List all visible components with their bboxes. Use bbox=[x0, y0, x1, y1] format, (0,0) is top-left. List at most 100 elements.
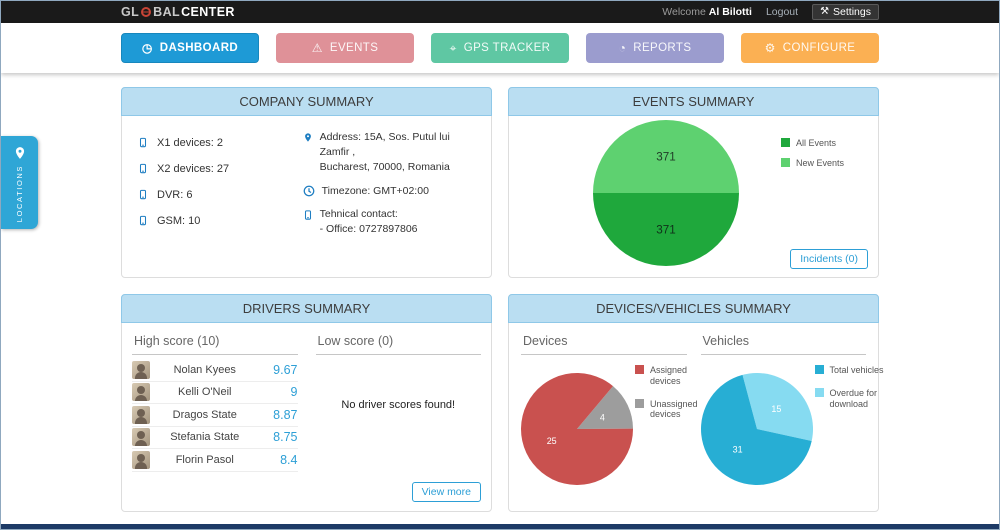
tab-configure[interactable]: ⚙ CONFIGURE bbox=[741, 33, 879, 63]
globe-icon bbox=[141, 7, 152, 17]
driver-score: 9.67 bbox=[273, 362, 298, 377]
welcome-text: Welcome Al Bilotti bbox=[662, 6, 752, 18]
user-name: Al Bilotti bbox=[708, 6, 752, 18]
legend-swatch bbox=[814, 365, 824, 374]
brand-text-mid: BAL bbox=[153, 5, 181, 19]
tab-gps-label: GPS TRACKER bbox=[463, 42, 551, 54]
tab-reports[interactable]: ◔ REPORTS bbox=[586, 33, 724, 63]
low-score-header: Low score (0) bbox=[315, 331, 481, 355]
top-bar: GL BAL CENTER Welcome Al Bilotti Logout … bbox=[1, 1, 999, 23]
legend-item-all-events: All Events bbox=[781, 138, 844, 149]
driver-name: Nolan Kyees bbox=[173, 363, 236, 376]
locations-side-tab[interactable]: LOCATIONS bbox=[1, 136, 38, 229]
mobile-device-icon bbox=[139, 137, 147, 148]
device-count-label: X2 devices: 27 bbox=[157, 162, 230, 175]
welcome-label: Welcome bbox=[662, 6, 706, 18]
events-legend: All Events New Events bbox=[781, 138, 844, 178]
tools-icon: ⚒ bbox=[820, 6, 830, 17]
driver-row[interactable]: Florin Pasol 8.4 bbox=[132, 449, 298, 472]
vehicles-section: Vehicles 15 31 Total vehicles Overdue for… bbox=[700, 331, 884, 485]
legend-swatch bbox=[635, 398, 644, 408]
driver-name: Florin Pasol bbox=[175, 453, 234, 466]
no-scores-message: No driver scores found! bbox=[341, 399, 456, 411]
driver-avatar bbox=[132, 383, 150, 402]
view-more-button[interactable]: View more bbox=[411, 482, 481, 502]
events-pie-chart: 371 371 bbox=[593, 120, 739, 266]
legend-item-total-vehicles: Total vehicles bbox=[814, 365, 888, 376]
events-summary-panel: EVENTS SUMMARY 371 371 All Events New Eve… bbox=[508, 87, 879, 278]
brand-text-pre: GL bbox=[121, 5, 140, 19]
driver-row[interactable]: Stefania State 8.75 bbox=[132, 427, 298, 449]
dashboard-icon: ◷ bbox=[141, 41, 153, 55]
topbar-user-area: Welcome Al Bilotti Logout ⚒ Settings bbox=[662, 4, 879, 20]
wrench-icon: ⚙ bbox=[764, 41, 776, 55]
legend-label: Total vehicles bbox=[829, 365, 884, 375]
settings-button[interactable]: ⚒ Settings bbox=[812, 4, 879, 20]
device-count-item: GSM: 10 bbox=[138, 208, 303, 234]
address-pin-icon bbox=[304, 133, 311, 142]
device-counts-list: X1 devices: 2 X2 devices: 27 DVR: 6 GSM:… bbox=[138, 130, 303, 245]
address-line-2: Bucharest, 70000, Romania bbox=[319, 161, 450, 174]
tab-dashboard-label: DASHBOARD bbox=[159, 42, 239, 54]
device-count-item: X2 devices: 27 bbox=[138, 156, 303, 182]
driver-row[interactable]: Kelli O'Neil 9 bbox=[132, 382, 298, 404]
settings-label: Settings bbox=[833, 6, 871, 18]
mobile-device-icon bbox=[139, 163, 147, 174]
main-nav: ◷ DASHBOARD ⚠ EVENTS ⌖ GPS TRACKER ◔ REP… bbox=[1, 23, 999, 73]
mobile-device-icon bbox=[139, 189, 147, 200]
driver-row[interactable]: Dragos State 8.87 bbox=[132, 404, 298, 427]
brand-logo: GL BAL CENTER bbox=[121, 5, 235, 19]
legend-label: All Events bbox=[796, 138, 837, 148]
tab-reports-label: REPORTS bbox=[633, 42, 692, 54]
svg-text:25: 25 bbox=[547, 436, 557, 446]
legend-item-overdue: Overdue for download bbox=[814, 387, 888, 410]
legend-swatch bbox=[781, 157, 790, 167]
legend-label: New Events bbox=[796, 157, 845, 168]
incidents-button[interactable]: Incidents (0) bbox=[790, 249, 868, 269]
legend-swatch bbox=[814, 387, 824, 397]
legend-item-new-events: New Events bbox=[781, 157, 845, 169]
device-count-item: X1 devices: 2 bbox=[138, 130, 303, 156]
driver-score: 8.75 bbox=[273, 430, 298, 445]
driver-avatar bbox=[132, 428, 150, 447]
legend-item-assigned: Assigned devices bbox=[635, 365, 708, 387]
location-pin-icon bbox=[15, 147, 24, 159]
bottom-accent-bar bbox=[1, 524, 999, 529]
device-count-label: X1 devices: 2 bbox=[157, 136, 224, 149]
high-score-header: High score (10) bbox=[132, 331, 298, 355]
tab-dashboard[interactable]: ◷ DASHBOARD bbox=[121, 33, 259, 63]
legend-label: Unassigned devices bbox=[650, 398, 698, 420]
legend-item-unassigned: Unassigned devices bbox=[635, 398, 708, 421]
legend-label: Overdue for download bbox=[829, 387, 878, 409]
gps-pin-icon: ⌖ bbox=[449, 41, 457, 55]
mobile-device-icon bbox=[139, 215, 147, 226]
low-score-column: Low score (0) No driver scores found! bbox=[315, 331, 481, 478]
company-info-list: Address: 15A, Sos. Putul lui Zamfir , Bu… bbox=[303, 130, 481, 245]
svg-text:31: 31 bbox=[732, 444, 742, 454]
timezone-text: Timezone: GMT+02:00 bbox=[321, 184, 429, 197]
devices-section: Devices 4 25 Assigned devices Unassigned … bbox=[521, 331, 698, 485]
company-summary-title: COMPANY SUMMARY bbox=[121, 87, 492, 116]
driver-score: 8.87 bbox=[273, 407, 298, 422]
tab-gps-tracker[interactable]: ⌖ GPS TRACKER bbox=[431, 33, 569, 63]
logout-link[interactable]: Logout bbox=[765, 6, 799, 18]
dashboard-content: COMPANY SUMMARY X1 devices: 2 X2 devices… bbox=[121, 87, 884, 512]
contact-line-1: Tehnical contact: bbox=[319, 207, 398, 220]
driver-name: Kelli O'Neil bbox=[178, 386, 232, 399]
address-line-1: Address: 15A, Sos. Putul lui Zamfir , bbox=[319, 131, 450, 159]
device-count-label: GSM: 10 bbox=[157, 214, 201, 227]
legend-label: Assigned devices bbox=[650, 365, 688, 386]
warning-icon: ⚠ bbox=[311, 41, 323, 55]
tab-events[interactable]: ⚠ EVENTS bbox=[276, 33, 414, 63]
driver-row[interactable]: Nolan Kyees 9.67 bbox=[132, 359, 298, 382]
driver-score: 8.4 bbox=[280, 452, 298, 467]
contact-row: Tehnical contact: - Office: 0727897806 bbox=[303, 207, 481, 237]
contact-text: Tehnical contact: - Office: 0727897806 bbox=[320, 207, 418, 237]
driver-avatar bbox=[132, 360, 150, 379]
contact-line-2: - Office: 0727897806 bbox=[319, 223, 418, 236]
drivers-summary-title: DRIVERS SUMMARY bbox=[121, 294, 492, 323]
clock-icon bbox=[303, 185, 314, 197]
driver-avatar bbox=[132, 405, 150, 424]
driver-name: Stefania State bbox=[170, 431, 240, 444]
